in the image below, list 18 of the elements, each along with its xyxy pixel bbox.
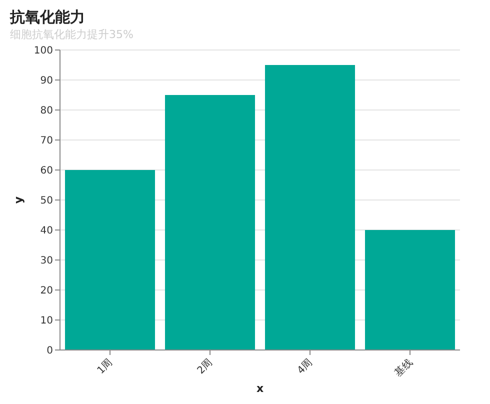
y-tick-label: 70 [40,136,53,146]
x-axis-title: x [256,382,264,395]
y-axis-title: y [12,196,25,204]
y-tick-label: 20 [40,286,53,296]
y-tick-label: 0 [46,346,53,356]
y-tick-label: 30 [40,256,53,266]
y-tick-label: 100 [34,46,53,56]
x-tick-label: 基线 [392,356,415,380]
y-tick-label: 80 [40,106,53,116]
x-tick-label: 1周 [96,357,115,377]
y-tick-label: 90 [40,76,53,86]
x-tick-label: 2周 [196,357,215,377]
x-tick-label: 4周 [296,357,315,377]
y-tick-label: 50 [40,196,53,206]
y-tick-label: 10 [40,316,53,326]
y-tick-label: 60 [40,166,53,176]
y-tick-label: 40 [40,226,53,236]
chart-title: 抗氧化能力 [9,8,85,26]
